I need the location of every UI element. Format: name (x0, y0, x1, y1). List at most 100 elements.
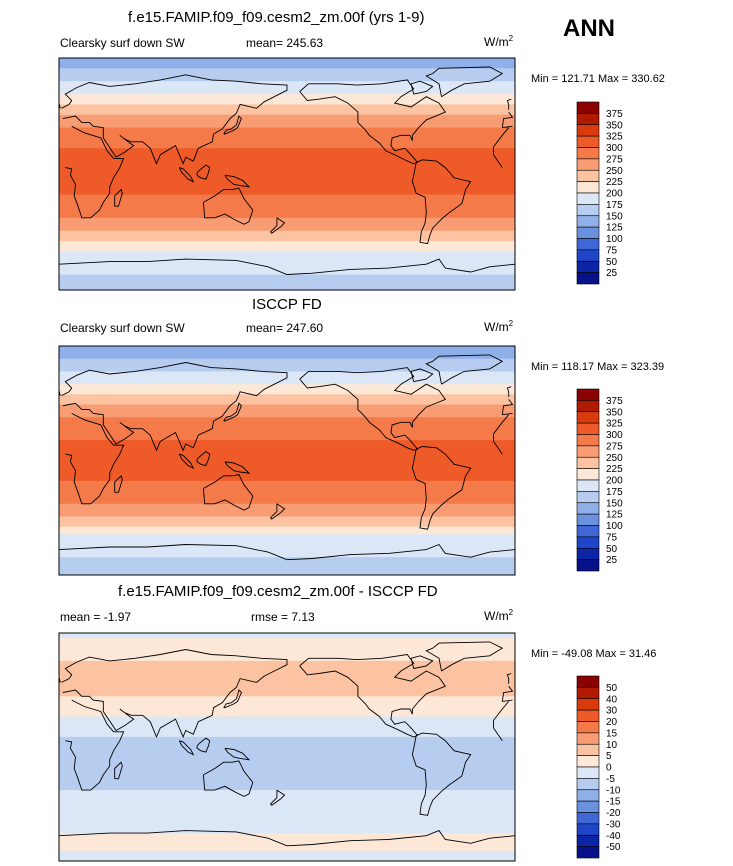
zonal-band (59, 802, 515, 806)
zonal-band (59, 81, 515, 85)
zonal-band (59, 348, 515, 352)
colorbar-tick-label: -20 (606, 808, 621, 819)
zonal-band (59, 483, 515, 487)
zonal-band (59, 150, 515, 154)
zonal-band (59, 366, 515, 370)
zonal-band (59, 181, 515, 185)
coastline (269, 503, 286, 520)
zonal-band (59, 503, 515, 507)
zonal-band (59, 739, 515, 743)
colorbar-tick-label: 350 (606, 120, 623, 131)
zonal-band (59, 696, 515, 700)
colorbar-swatch (576, 181, 600, 194)
zonal-band (59, 65, 515, 69)
zonal-band (59, 440, 515, 444)
colorbar-swatch (576, 388, 600, 401)
zonal-band (59, 544, 515, 548)
coastline (425, 66, 504, 98)
colorbar-swatch (576, 800, 600, 813)
zonal-band (59, 539, 515, 543)
colorbar-swatch (576, 766, 600, 779)
zonal-band (59, 673, 515, 677)
zonal-band (59, 202, 515, 206)
zonal-band (59, 163, 515, 167)
zonal-band (59, 401, 515, 406)
zonal-band (59, 284, 515, 289)
zonal-band (59, 186, 515, 191)
zonal-band (59, 457, 515, 462)
panel2-units: W/m2 (484, 319, 514, 334)
colorbar-tick-label: -15 (606, 797, 621, 808)
zonal-band (59, 683, 515, 687)
zonal-band (59, 678, 515, 682)
zonal-band (59, 76, 515, 80)
colorbar-swatch (576, 158, 600, 171)
zonal-band (59, 693, 515, 697)
zonal-band (59, 701, 515, 705)
zonal-band (59, 184, 515, 188)
zonal-band (59, 414, 515, 418)
zonal-band (59, 399, 515, 403)
zonal-band (59, 112, 515, 116)
zonal-band (59, 130, 515, 134)
panel2-title: ISCCP FD (252, 296, 322, 313)
zonal-band (59, 787, 515, 791)
zonal-band (59, 215, 515, 219)
zonal-band (59, 681, 515, 685)
colorbar-tick-label: 275 (606, 154, 623, 165)
zonal-band (59, 513, 515, 518)
colorbar-tick-label: 125 (606, 223, 623, 234)
zonal-band (59, 155, 515, 160)
colorbar-tick-label: 25 (606, 268, 618, 279)
zonal-band (59, 475, 515, 479)
zonal-band (59, 409, 515, 413)
zonal-band (59, 73, 515, 77)
zonal-band (59, 640, 515, 644)
panel1-mean-label: mean= 245.63 (246, 36, 324, 50)
coastline (493, 127, 510, 155)
zonal-band (59, 726, 515, 730)
coastline (114, 761, 123, 780)
colorbar-tick-label: 100 (606, 234, 623, 245)
colorbar-swatch (576, 249, 600, 262)
colorbar-swatch (576, 147, 600, 160)
colorbar-swatch (576, 192, 600, 205)
zonal-band (59, 70, 515, 75)
panel1-units: W/m2 (484, 34, 514, 49)
coastline (506, 673, 512, 684)
zonal-band (59, 442, 515, 446)
zonal-band (59, 516, 515, 520)
colorbar-tick-label: 75 (606, 245, 618, 256)
zonal-band (59, 259, 515, 263)
colorbar-tick-label: 125 (606, 510, 623, 521)
colorbar-swatch (576, 479, 600, 492)
zonal-band (59, 473, 515, 477)
zonal-band (59, 848, 515, 852)
coastline (502, 699, 513, 702)
zonal-band (59, 638, 515, 642)
zonal-band (59, 800, 515, 804)
zonal-band (59, 346, 515, 350)
zonal-band (59, 736, 515, 740)
zonal-band (59, 782, 515, 786)
zonal-band (59, 564, 515, 568)
colorbar-tick-label: 300 (606, 143, 623, 154)
zonal-band (59, 769, 515, 773)
zonal-band (59, 828, 515, 832)
map-frame (58, 57, 516, 291)
colorbar-tick-label: 50 (606, 257, 618, 268)
zonal-band (59, 838, 515, 842)
zonal-band (59, 741, 515, 746)
colorbar-tick-label: 150 (606, 211, 623, 222)
zonal-band (59, 470, 515, 474)
zonal-band (59, 194, 515, 198)
colorbar-swatch (576, 491, 600, 504)
zonal-band (59, 125, 515, 129)
coastline (501, 399, 514, 415)
zonal-band (59, 361, 515, 365)
zonal-band (59, 493, 515, 497)
zonal-band (59, 463, 515, 467)
colorbar-swatch (576, 778, 600, 791)
zonal-band (59, 391, 515, 395)
zonal-band (59, 764, 515, 768)
